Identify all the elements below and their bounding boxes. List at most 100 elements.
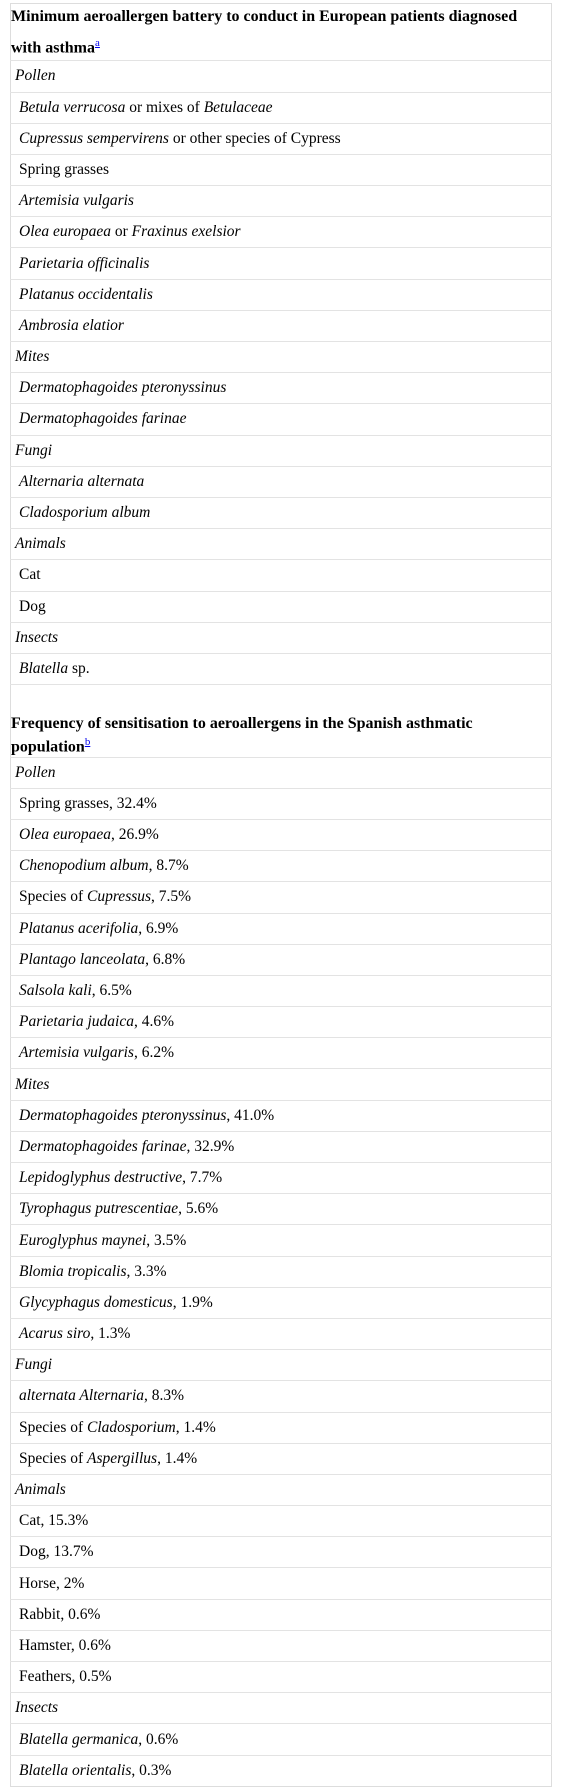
item-cell: Cupressus sempervirens or other species … [10, 122, 552, 155]
section-header-row: Frequency of sensitisation to aeroallerg… [11, 715, 552, 757]
item-row: Olea europaea or Fraxinus exelsior [10, 216, 552, 248]
item-row: Platanus occidentalis [10, 278, 552, 311]
group-name: Pollen [15, 67, 56, 85]
item-cell: Acarus siro, 1.3% [10, 1317, 552, 1350]
item-text: Ambrosia elatior [19, 316, 124, 334]
group-cell: Mites [10, 1068, 552, 1101]
item-row: Rabbit, 0.6% [10, 1598, 552, 1631]
item-text: Cladosporium [87, 1418, 176, 1436]
group-cell: Insects [10, 1692, 552, 1724]
item-text: Dermatophagoides farinae [19, 410, 187, 428]
item-row: Lepidoglyphus destructive, 7.7% [10, 1162, 552, 1194]
item-text: , 3.3% [126, 1262, 167, 1280]
item-text: , 8.3% [144, 1387, 185, 1405]
section-header-row: Minimum aeroallergen battery to conduct … [11, 4, 552, 61]
item-cell: Olea europaea, 26.9% [10, 818, 552, 851]
table-wrap: Minimum aeroallergen battery to conduct … [10, 3, 552, 1787]
item-text: Chenopodium album [19, 857, 149, 875]
item-text: Cupressus sempervirens [19, 129, 169, 147]
item-text: or other species of Cypress [168, 129, 341, 147]
item-row: Parietaria judaica, 4.6% [10, 1006, 552, 1038]
title-text: Minimum aeroallergen battery to conduct … [11, 8, 518, 57]
group-name: Mites [15, 348, 50, 366]
group-cell: Mites [10, 341, 552, 373]
item-text: Dermatophagoides pteronyssinus [19, 1106, 227, 1124]
item-row: Salsola kali, 6.5% [10, 974, 552, 1007]
item-row: Blomia tropicalis, 3.3% [10, 1255, 552, 1288]
footnote-link[interactable]: a [95, 37, 100, 49]
item-text: Species of [19, 888, 88, 906]
item-cell: Chenopodium album, 8.7% [10, 850, 552, 882]
item-cell: Dog, 13.7% [10, 1536, 552, 1568]
item-text: Tyrophagus putrescentiae [19, 1200, 179, 1218]
group-row: Mites [10, 1068, 552, 1101]
item-row: Euroglyphus maynei, 3.5% [10, 1224, 552, 1257]
item-text: , 1.3% [90, 1325, 131, 1343]
group-row: Pollen [10, 756, 552, 789]
item-cell: Platanus acerifolia, 6.9% [10, 912, 552, 945]
item-text: Parietaria judaica [19, 1013, 134, 1031]
item-text: Dermatophagoides pteronyssinus [19, 379, 227, 397]
item-cell: Blatella sp. [10, 652, 552, 685]
item-text: Acarus siro [19, 1325, 91, 1343]
item-text: Artemisia vulgaris [19, 1044, 134, 1062]
item-cell: Species of Cupressus, 7.5% [10, 881, 552, 914]
item-text: , 1.9% [172, 1293, 213, 1311]
item-cell: Rabbit, 0.6% [10, 1598, 552, 1631]
group-cell: Insects [10, 621, 552, 654]
item-text: , 26.9% [110, 826, 159, 844]
group-row: Insects [10, 621, 552, 654]
item-cell: Euroglyphus maynei, 3.5% [10, 1224, 552, 1257]
item-cell: Spring grasses [10, 153, 552, 186]
item-row: Tyrophagus putrescentiae, 5.6% [10, 1193, 552, 1225]
item-text: Dog [19, 597, 46, 615]
group-name: Insects [15, 1699, 59, 1717]
blank-cell [10, 684, 552, 716]
item-cell: Dog [10, 590, 552, 623]
item-cell: Olea europaea or Fraxinus exelsior [10, 216, 552, 248]
item-text: Fraxinus exelsior [131, 223, 241, 241]
item-row: Dermatophagoides pteronyssinus [10, 372, 552, 404]
section-title: Frequency of sensitisation to aeroallerg… [11, 715, 552, 757]
item-text: Artemisia vulgaris [19, 192, 134, 210]
group-row: Fungi [10, 1349, 552, 1381]
group-name: Pollen [15, 763, 56, 781]
item-text: Blatella germanica [19, 1730, 139, 1748]
item-text: , 41.0% [226, 1106, 275, 1124]
item-text: , 1.4% [175, 1418, 216, 1436]
item-text: Blatella orientalis [19, 1761, 132, 1779]
item-row: Blatella germanica, 0.6% [10, 1723, 552, 1756]
item-text: Cat [19, 566, 41, 584]
blank-row [10, 684, 552, 716]
item-cell: alternata Alternaria, 8.3% [10, 1380, 552, 1413]
item-cell: Blatella orientalis, 0.3% [10, 1754, 552, 1787]
item-text: Dog, 13.7% [19, 1543, 94, 1561]
group-cell: Pollen [10, 60, 552, 93]
item-text: Feathers, 0.5% [19, 1668, 112, 1686]
item-row: Species of Cupressus, 7.5% [10, 881, 552, 914]
item-cell: Cladosporium album [10, 496, 552, 529]
item-text: , 6.9% [138, 919, 179, 937]
group-name: Animals [15, 535, 66, 553]
item-text: , 1.4% [157, 1449, 198, 1467]
item-row: Olea europaea, 26.9% [10, 818, 552, 851]
group-row: Insects [10, 1692, 552, 1724]
item-cell: Dermatophagoides farinae, 32.9% [10, 1130, 552, 1163]
item-row: Platanus acerifolia, 6.9% [10, 912, 552, 945]
item-text: Horse, 2% [19, 1574, 85, 1592]
item-row: Cupressus sempervirens or other species … [10, 122, 552, 155]
item-row: Cat [10, 559, 552, 592]
item-cell: Dermatophagoides farinae [10, 403, 552, 436]
item-cell: Spring grasses, 32.4% [10, 787, 552, 820]
item-row: Feathers, 0.5% [10, 1661, 552, 1693]
item-cell: Dermatophagoides pteronyssinus [10, 372, 552, 404]
item-row: Glycyphagus domesticus, 1.9% [10, 1286, 552, 1319]
item-text: Plantago lanceolata [19, 950, 146, 968]
footnote-link[interactable]: b [84, 736, 91, 749]
item-cell: Blomia tropicalis, 3.3% [10, 1255, 552, 1288]
item-text: Cupressus [87, 888, 152, 906]
footnote: b [85, 733, 91, 748]
item-text: Spring grasses [19, 160, 109, 178]
allergen-table: Minimum aeroallergen battery to conduct … [10, 3, 552, 1787]
item-text: Betula verrucosa [19, 98, 126, 116]
